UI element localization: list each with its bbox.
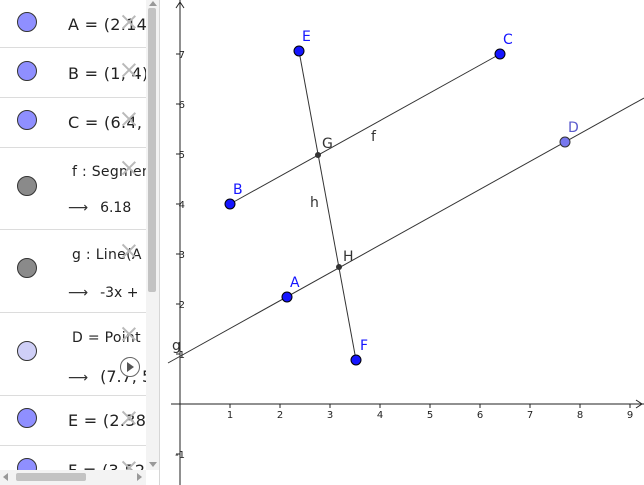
scroll-down-icon[interactable] <box>149 462 157 467</box>
y-tick-label: 4 <box>179 200 185 211</box>
algebra-item-E[interactable]: E = (2.38 <box>0 396 146 446</box>
close-icon[interactable] <box>121 62 137 78</box>
point-A[interactable] <box>281 291 293 303</box>
visibility-toggle-icon[interactable] <box>17 12 37 32</box>
play-animation-icon[interactable] <box>120 357 140 377</box>
algebra-item-C[interactable]: C = (6.4, <box>0 98 146 148</box>
algebra-output: ⟶ 6.18 <box>68 200 131 216</box>
y-tick-label: 6 <box>179 100 185 111</box>
close-icon[interactable] <box>121 14 137 30</box>
vertical-scroll-thumb[interactable] <box>148 8 156 292</box>
geometry-canvas[interactable]: 1 2 3 4 5 6 7 8 9 7 6 5 4 3 2 1 -1 <box>161 0 644 485</box>
visibility-toggle-icon[interactable] <box>17 176 37 196</box>
close-icon[interactable] <box>121 410 137 426</box>
line-g[interactable] <box>167 97 644 364</box>
y-tick-label: -1 <box>175 450 185 461</box>
label-E: E <box>302 29 311 45</box>
horizontal-scrollbar[interactable] <box>0 470 146 485</box>
point-D[interactable] <box>559 136 571 148</box>
close-icon[interactable] <box>121 243 137 259</box>
x-tick-label: 9 <box>627 410 633 421</box>
point-F[interactable] <box>350 354 362 366</box>
label-C: C <box>503 32 513 48</box>
x-tick-labels: 1 2 3 4 5 6 7 8 9 <box>227 410 633 421</box>
algebra-output: ⟶ -3x + <box>68 285 139 301</box>
algebra-item-D[interactable]: D = Point ⟶(7.7, 5 <box>0 313 146 396</box>
algebra-view: A = (2.14 B = (1, 4) C = (6.4, f : Segme… <box>0 0 160 485</box>
y-tick-label: 7 <box>179 50 185 61</box>
x-tick-label: 3 <box>327 410 333 421</box>
x-tick-label: 7 <box>527 410 533 421</box>
algebra-output-value: 6.18 <box>100 200 132 216</box>
x-axis-arrow-icon <box>635 399 643 409</box>
point-C[interactable] <box>494 48 506 60</box>
algebra-item-B[interactable]: B = (1, 4) <box>0 48 146 98</box>
segment-f[interactable] <box>229 53 501 205</box>
point-B[interactable] <box>224 198 236 210</box>
label-B: B <box>233 182 243 198</box>
y-tick-label: 5 <box>179 150 185 161</box>
x-tick-label: 1 <box>227 410 233 421</box>
close-icon[interactable] <box>121 111 137 127</box>
horizontal-scroll-thumb[interactable] <box>16 473 86 481</box>
visibility-toggle-icon[interactable] <box>17 341 37 361</box>
label-h: h <box>310 195 319 211</box>
segment-h[interactable] <box>298 50 357 361</box>
graphics-view[interactable]: 1 2 3 4 5 6 7 8 9 7 6 5 4 3 2 1 -1 <box>161 0 644 485</box>
scroll-left-icon[interactable] <box>3 473 8 481</box>
label-A: A <box>290 275 300 291</box>
x-tick-label: 2 <box>277 410 283 421</box>
point-H[interactable] <box>336 264 342 270</box>
y-tick-marks <box>176 53 180 455</box>
algebra-item-g[interactable]: g : Line(A ⟶ -3x + <box>0 230 146 313</box>
vertical-scrollbar[interactable] <box>146 0 159 470</box>
arrow-right-icon: ⟶ <box>68 370 89 386</box>
x-tick-marks <box>229 404 631 408</box>
label-H: H <box>343 249 354 265</box>
arrow-right-icon: ⟶ <box>68 285 89 301</box>
visibility-toggle-icon[interactable] <box>17 61 37 81</box>
x-tick-label: 6 <box>477 410 483 421</box>
scroll-right-icon[interactable] <box>137 473 142 481</box>
algebra-item-f[interactable]: f : Segmen ⟶ 6.18 <box>0 148 146 230</box>
scroll-up-icon[interactable] <box>149 1 157 6</box>
x-tick-label: 4 <box>377 410 383 421</box>
point-E[interactable] <box>293 45 305 57</box>
label-D: D <box>568 120 579 136</box>
y-axis-arrow-icon <box>175 1 185 9</box>
label-g: g <box>172 338 181 354</box>
close-icon[interactable] <box>121 160 137 176</box>
label-G: G <box>322 136 333 152</box>
visibility-toggle-icon[interactable] <box>17 258 37 278</box>
y-tick-label: 2 <box>179 300 185 311</box>
label-F: F <box>360 338 368 354</box>
algebra-item-A[interactable]: A = (2.14 <box>0 0 146 48</box>
visibility-toggle-icon[interactable] <box>17 408 37 428</box>
arrow-right-icon: ⟶ <box>68 200 89 216</box>
point-G[interactable] <box>315 152 321 158</box>
object-labels: B C A D E F G H f g h <box>172 29 579 354</box>
x-tick-label: 8 <box>577 410 583 421</box>
y-tick-label: 3 <box>179 250 185 261</box>
visibility-toggle-icon[interactable] <box>17 110 37 130</box>
x-tick-label: 5 <box>427 410 433 421</box>
algebra-output-value: -3x + <box>100 285 139 301</box>
close-icon[interactable] <box>121 326 137 342</box>
label-f: f <box>371 129 377 145</box>
